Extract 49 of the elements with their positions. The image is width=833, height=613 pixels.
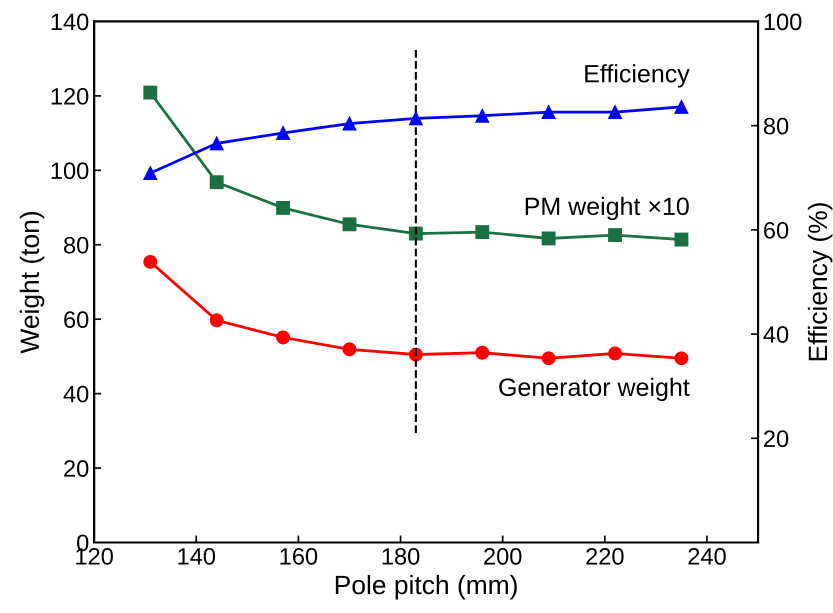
point — [210, 313, 224, 328]
point — [542, 231, 556, 246]
y2-tick-label: 20 — [764, 430, 788, 448]
series-label: Generator weight — [499, 378, 690, 402]
point — [475, 225, 490, 240]
series-label: Efficiency — [585, 64, 690, 88]
point — [674, 100, 688, 114]
point — [475, 108, 490, 123]
point — [542, 351, 556, 366]
point — [276, 126, 290, 140]
y-tick-label: 60 — [64, 311, 88, 328]
y-tick-label: 140 — [52, 14, 88, 30]
y2-tick-label: 80 — [764, 118, 788, 134]
point — [475, 346, 490, 360]
y2-axis-title: Efficiency (%) — [808, 203, 832, 360]
point — [608, 228, 622, 242]
point — [342, 342, 356, 356]
x-tick-label: 240 — [688, 548, 726, 565]
y2-tick-label: 100 — [764, 14, 802, 30]
point — [674, 232, 688, 246]
y-tick-label: 20 — [64, 460, 88, 477]
point — [342, 217, 356, 232]
point — [608, 105, 622, 120]
point — [674, 351, 688, 366]
y-tick-label: 120 — [52, 88, 88, 105]
point — [608, 346, 622, 360]
x-tick-label: 140 — [178, 548, 216, 565]
x-axis-title: Pole pitch (mm) — [336, 574, 517, 600]
point — [342, 116, 356, 131]
point — [542, 105, 556, 120]
y2-tick-label: 40 — [763, 326, 788, 343]
x-tick-label: 160 — [280, 548, 318, 565]
y-tick-label: 80 — [64, 236, 88, 254]
point — [143, 254, 158, 269]
point — [408, 111, 423, 126]
y-axis-title: Weight (ton) — [20, 212, 44, 354]
point — [210, 136, 224, 150]
x-tick-label: 180 — [382, 548, 420, 565]
point — [143, 166, 158, 180]
point — [143, 86, 158, 100]
series-label: PM weight ×10 — [526, 196, 689, 220]
y-tick-label: 100 — [52, 162, 88, 180]
x-tick-label: 200 — [484, 548, 522, 565]
x-tick-label: 220 — [586, 548, 624, 565]
point — [210, 175, 224, 190]
point — [276, 330, 290, 344]
point — [276, 200, 290, 215]
y2-tick-label: 60 — [764, 222, 788, 239]
y-tick-label: 40 — [64, 386, 88, 402]
